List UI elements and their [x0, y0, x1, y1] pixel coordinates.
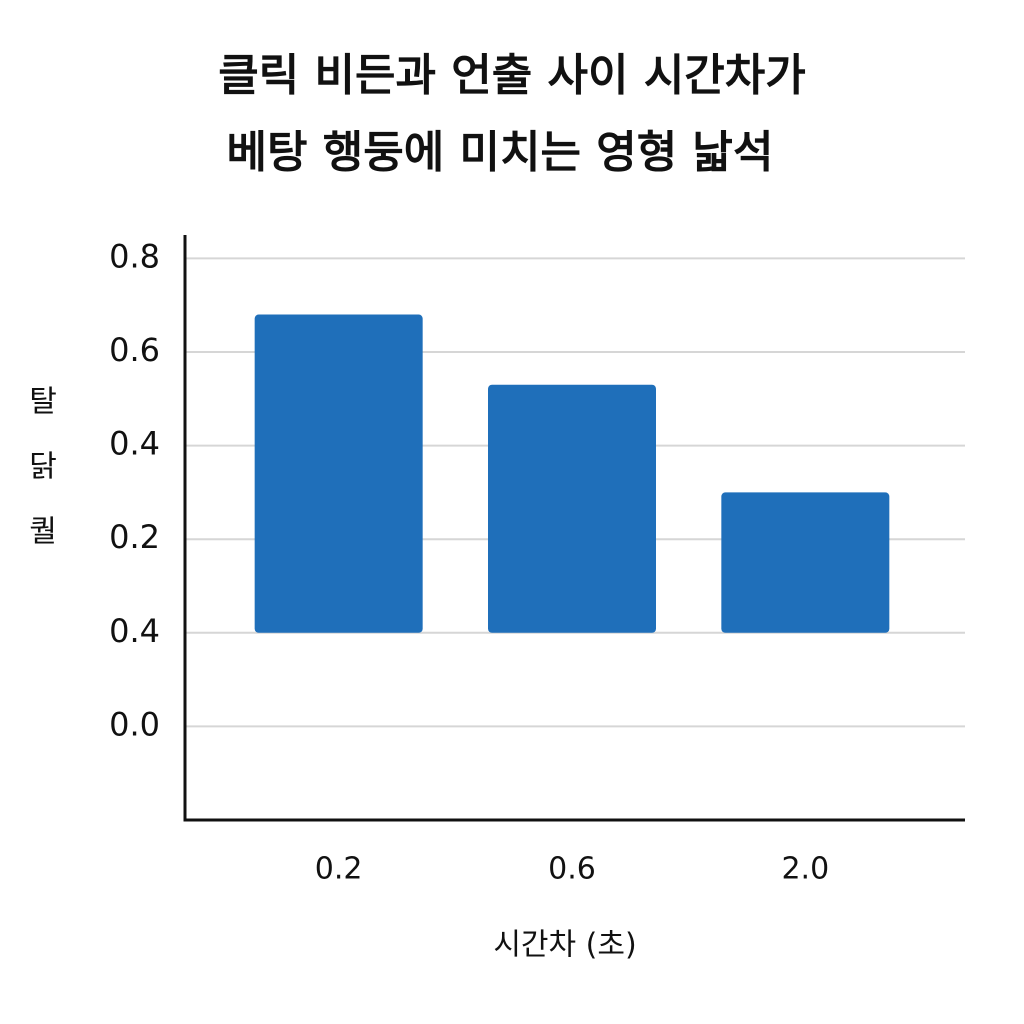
y-axis-label: 탈 닭 퀄	[22, 385, 57, 545]
bar	[488, 384, 656, 633]
x-axis-label: 시간차 (초)	[493, 928, 636, 963]
chart-title: 클릭 비든과 언출 사이 시간차가	[218, 50, 806, 101]
bar	[721, 492, 890, 633]
y-tick-label: 0.0	[109, 705, 160, 743]
y-tick-label: 0.2	[109, 518, 160, 556]
x-tick-label: 2.0	[781, 852, 829, 887]
bar	[254, 314, 423, 633]
x-tick-label: 0.2	[315, 852, 363, 887]
y-tick-label: 0.6	[109, 331, 160, 369]
y-tick-label: 0.8	[109, 237, 160, 275]
y-tick-label: 0.4	[109, 425, 160, 463]
chart-title: 베탕 행둥에 미치는 영형 낣석	[226, 127, 773, 178]
y-tick-label: 0.4	[109, 612, 160, 650]
x-tick-label: 0.6	[548, 852, 596, 887]
